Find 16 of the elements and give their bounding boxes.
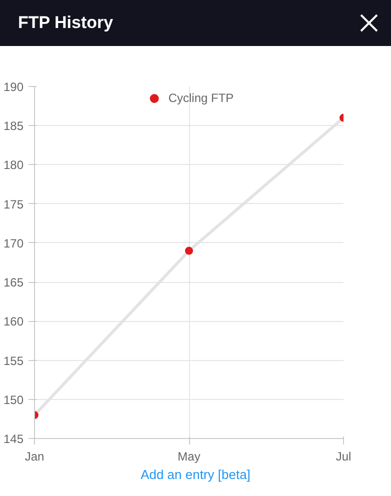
legend-label: Cycling FTP — [168, 91, 234, 105]
x-tick-label: Jul — [336, 450, 352, 464]
text: Add an entry [beta] — [140, 466, 252, 484]
x-tick-label: May — [178, 450, 200, 464]
y-tick-label: 180 — [3, 158, 24, 172]
y-tick-label: 165 — [3, 276, 24, 290]
x-tick-label: Jan — [24, 450, 44, 464]
y-tick-label: 190 — [3, 80, 24, 94]
y-tick-label: 175 — [3, 197, 24, 212]
y-tick-label: 155 — [3, 354, 24, 368]
y-tick-label: 145 — [3, 432, 24, 446]
chart-title: FTP History — [18, 12, 114, 34]
y-tick-label: 170 — [3, 236, 24, 250]
y-tick-label: 185 — [3, 119, 24, 134]
y-tick-label: 150 — [3, 392, 24, 407]
y-tick-label: 160 — [3, 314, 24, 329]
